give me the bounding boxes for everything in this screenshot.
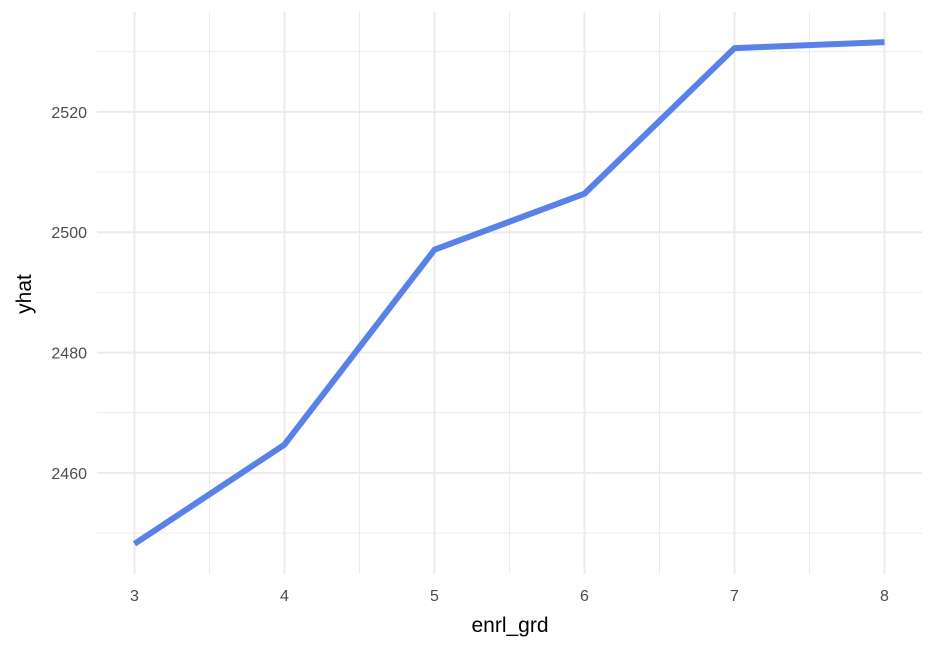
- y-tick-label: 2480: [51, 346, 87, 363]
- x-axis-title: enrl_grd: [471, 614, 548, 637]
- x-tick-label: 6: [580, 588, 589, 605]
- grid: [97, 12, 922, 574]
- y-tick-label: 2460: [51, 466, 87, 483]
- x-tick-label: 3: [130, 588, 139, 605]
- y-axis-title: yhat: [13, 274, 36, 314]
- x-tick-label: 4: [280, 588, 289, 605]
- tick-labels: 3 4 5 6 7 8 2460 2480 2500 2520: [51, 105, 889, 605]
- series-line: [132, 39, 885, 547]
- y-tick-label: 2500: [51, 225, 87, 242]
- x-tick-label: 7: [730, 588, 739, 605]
- x-tick-label: 5: [430, 588, 439, 605]
- series-layer: [132, 39, 885, 547]
- y-tick-label: 2520: [51, 105, 87, 122]
- x-tick-label: 8: [880, 588, 889, 605]
